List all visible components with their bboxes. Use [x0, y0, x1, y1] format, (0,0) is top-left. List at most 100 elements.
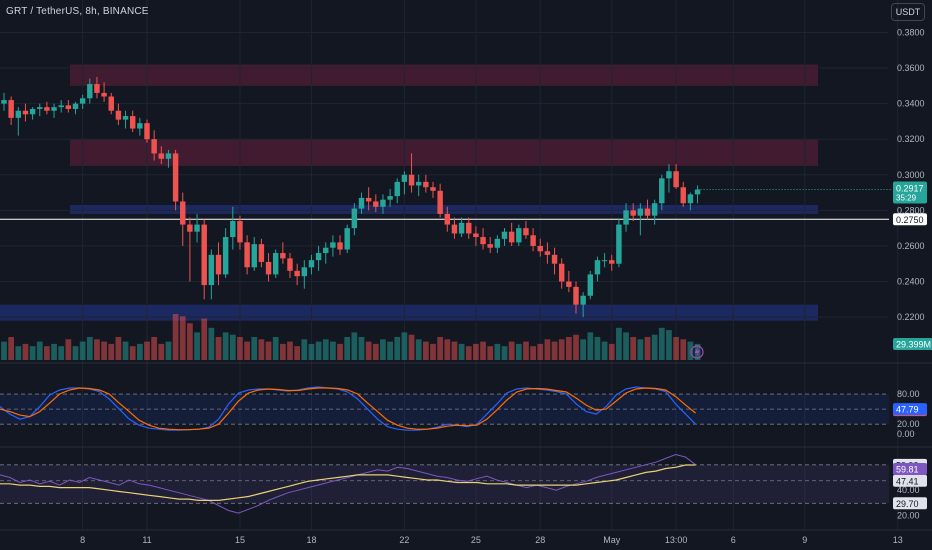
candle-body: [380, 199, 386, 207]
volume-bar: [594, 337, 601, 360]
candle-body: [15, 110, 22, 118]
candle-body: [94, 84, 100, 93]
volume-bar: [508, 341, 515, 360]
last-price-label: 0.2917: [896, 184, 924, 194]
volume-bar: [666, 330, 672, 360]
candle-body: [687, 194, 694, 204]
rsi-band: [0, 464, 889, 504]
volume-bar: [558, 339, 565, 360]
volume-bar: [265, 341, 272, 360]
price-axis[interactable]: 0.3800 0.3600 0.3400 0.3200 0.3000 0.2800 0.26…: [897, 27, 925, 322]
stochastic-pane: 80.00 20.000.00: [0, 386, 920, 439]
candle-body: [22, 110, 29, 115]
volume-bar: [136, 343, 143, 360]
volume-bar: [144, 341, 150, 360]
countdown-label: 35:29: [896, 194, 917, 203]
candle-body: [601, 260, 608, 262]
volume-bar: [122, 341, 129, 360]
lightning-icon: [690, 345, 704, 359]
volume-bar: [79, 341, 86, 360]
candle-body: [237, 221, 243, 243]
candle-body: [594, 260, 601, 275]
candle-body: [423, 181, 429, 188]
volume-bar: [322, 339, 329, 360]
candle-body: [222, 237, 229, 275]
stoch-d-line: [0, 387, 696, 431]
volume-bar: [44, 346, 50, 360]
candle-body: [144, 123, 150, 140]
candle-body: [315, 253, 322, 261]
volume-bar: [287, 341, 293, 360]
volume-bar: [616, 327, 622, 360]
time-tick-label: 25: [471, 535, 481, 545]
currency-button[interactable]: USDT: [891, 3, 925, 21]
candle-body: [244, 242, 250, 268]
candle-body: [666, 171, 672, 179]
price-tick-label: 0.2800: [897, 205, 925, 215]
volume-bar: [422, 341, 429, 360]
candle-body: [208, 254, 215, 286]
zone-resistance-lower: [70, 139, 818, 166]
candle-body: [287, 258, 293, 271]
candle-body: [44, 107, 50, 111]
volume-bar: [244, 341, 250, 360]
candle-body: [680, 187, 686, 204]
candle-body: [215, 254, 222, 275]
zone-support-upper: [70, 205, 818, 214]
horizontal-line-price-label: 0.2750: [893, 213, 927, 226]
candle-body: [344, 228, 350, 250]
candle-body: [544, 251, 551, 255]
candle-body: [466, 222, 472, 234]
candle-body: [394, 181, 400, 197]
horizontal-line-price-label-bg: [893, 213, 927, 226]
volume-bar: [1, 341, 7, 360]
volume-bar: [687, 341, 694, 360]
candle-body: [566, 281, 572, 287]
volume-bar: [458, 343, 465, 360]
volume-bar: [51, 343, 57, 360]
volume-bar: [258, 339, 265, 360]
volume-bar: [437, 337, 444, 360]
rsi-guide-value-label-text: 47.41: [896, 476, 919, 486]
candle-body: [651, 203, 658, 216]
volume-bar: [251, 337, 258, 360]
candle-body: [516, 228, 522, 243]
volume-bar: [580, 339, 587, 360]
candle-body: [373, 201, 379, 207]
candle-body: [358, 197, 365, 209]
volume-bar: [187, 323, 193, 360]
candle-body: [308, 260, 315, 268]
volume-bar: [151, 337, 158, 360]
volume-bar: [8, 337, 15, 360]
volume-bar: [222, 332, 229, 360]
candle-body: [480, 237, 486, 245]
volume-bar: [451, 341, 458, 360]
volume-bar: [623, 332, 629, 360]
volume-bar: [315, 341, 322, 360]
volume-bar: [551, 341, 558, 360]
volume-bar: [294, 346, 301, 360]
candle-body: [194, 224, 200, 232]
candle-body: [630, 210, 636, 216]
candle-body: [79, 98, 86, 104]
time-tick-label: 13: [893, 535, 903, 545]
rsi-guide-value-label-text: 29.70: [896, 499, 919, 509]
candle-body: [115, 110, 122, 120]
volume-bar: [229, 334, 236, 360]
candle-body: [323, 247, 329, 254]
candle-body: [508, 231, 515, 243]
lightning-icon-bolt: [694, 347, 700, 357]
volume-bar: [473, 343, 479, 360]
candle-body: [151, 139, 157, 154]
candle-body: [415, 181, 422, 186]
candle-body: [444, 213, 451, 225]
volume-bar: [279, 343, 286, 360]
chart-title: GRT / TetherUS, 8h, BINANCE: [6, 6, 149, 17]
candle-body: [337, 242, 343, 250]
candle-body: [365, 197, 372, 202]
volume-bar: [86, 337, 93, 360]
candle-body: [129, 116, 136, 129]
volume-bar: [94, 339, 100, 360]
